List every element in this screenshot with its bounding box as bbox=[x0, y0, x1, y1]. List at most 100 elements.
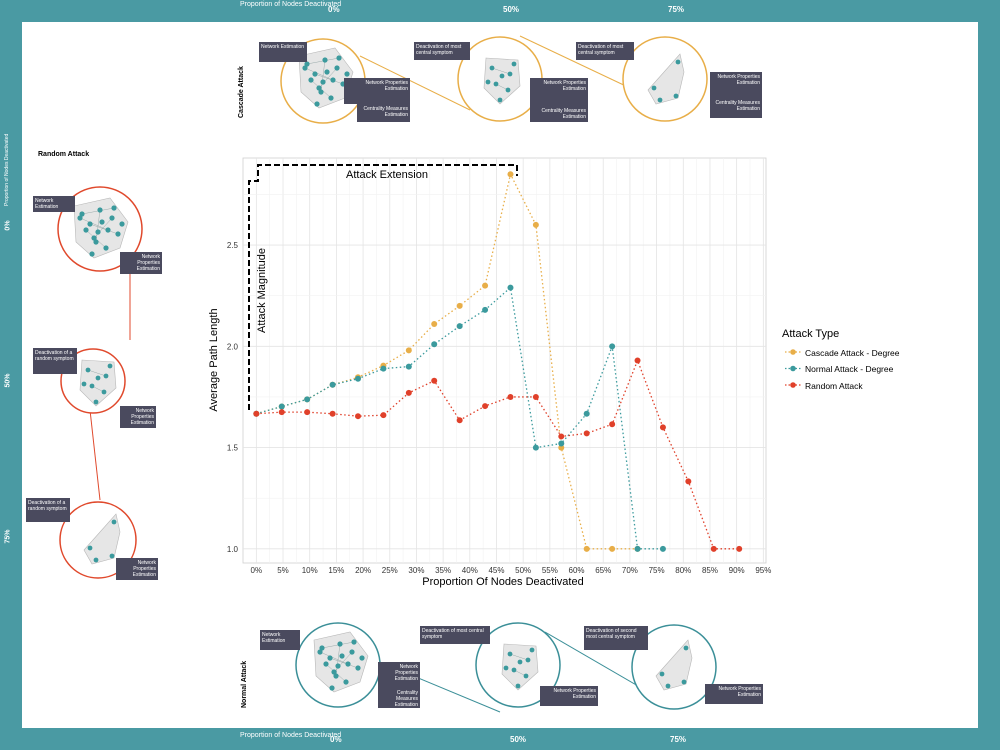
attack-annotations bbox=[248, 164, 518, 410]
x-tick-label: 0% bbox=[251, 566, 263, 575]
legend-label-normal: Normal Attack - Degree bbox=[805, 364, 894, 374]
series-1-point bbox=[278, 403, 285, 410]
random-tag-network-estimation: Network Estimation bbox=[35, 198, 59, 210]
series-1-point bbox=[634, 545, 641, 552]
series-2-point bbox=[456, 417, 463, 424]
cascade-tag-properties-2: Network Properties Estimation bbox=[543, 80, 586, 92]
x-axis-label: Proportion Of Nodes Deactivated bbox=[422, 576, 583, 588]
series-1-point bbox=[583, 410, 590, 417]
attack-extension-label: Attack Extension bbox=[346, 169, 428, 181]
series-layer bbox=[253, 171, 743, 552]
normal-tag-properties-3: Network Properties Estimation bbox=[718, 686, 761, 698]
series-0-point bbox=[507, 171, 514, 178]
bottom-bar-tick-0: 0% bbox=[330, 735, 342, 744]
series-1-point bbox=[304, 396, 311, 403]
series-2-point bbox=[482, 403, 489, 410]
legend-key-point-2 bbox=[790, 382, 796, 388]
legend-title: Attack Type bbox=[782, 328, 839, 340]
top-bar-label: Proportion of Nodes Deactivated bbox=[240, 1, 342, 8]
top-bar-tick-1: 50% bbox=[503, 5, 520, 14]
x-tick-label: 75% bbox=[649, 566, 665, 575]
normal-tag-centrality-1: Centrality Measures Estimation bbox=[394, 690, 418, 708]
cascade-tag-deactivation-1: Deactivation of most central symptom bbox=[416, 44, 462, 56]
x-tick-label: 25% bbox=[382, 566, 398, 575]
series-2-point bbox=[329, 410, 336, 417]
series-2-point bbox=[736, 545, 743, 552]
x-tick-label: 95% bbox=[755, 566, 771, 575]
x-tick-label: 5% bbox=[277, 566, 289, 575]
random-tag-deactivation-1: Deactivation of a random symptom bbox=[35, 350, 74, 362]
series-2-point bbox=[685, 478, 692, 485]
random-tag-properties-1: Network Properties Estimation bbox=[136, 254, 160, 272]
x-tick-label: 10% bbox=[302, 566, 318, 575]
random-tag-properties-2: Network Properties Estimation bbox=[130, 408, 154, 426]
y-axis-label: Average Path Length bbox=[208, 308, 220, 411]
series-2-point bbox=[304, 409, 311, 416]
x-tick-label: 45% bbox=[488, 566, 504, 575]
x-tick-label: 85% bbox=[702, 566, 718, 575]
series-1-point bbox=[405, 363, 412, 370]
bottom-bar-tick-1: 50% bbox=[510, 735, 527, 744]
x-tick-label: 30% bbox=[408, 566, 424, 575]
x-tick-label: 35% bbox=[435, 566, 451, 575]
x-tick-label: 50% bbox=[515, 566, 531, 575]
legend-label-random: Random Attack bbox=[805, 381, 863, 391]
top-bar-tick-0: 0% bbox=[328, 5, 340, 14]
random-panel bbox=[26, 186, 162, 580]
cascade-tag-properties-1: Network Properties Estimation bbox=[365, 80, 408, 92]
cascade-tag-properties-3: Network Properties Estimation bbox=[717, 74, 760, 86]
series-2-point bbox=[634, 357, 641, 364]
series-0-point bbox=[405, 347, 412, 354]
legend-label-cascade: Cascade Attack - Degree bbox=[805, 348, 900, 358]
normal-tag-deactivation-2: Deactivation of second most central symp… bbox=[586, 628, 637, 640]
series-1-point bbox=[659, 545, 666, 552]
normal-tag-deactivation-1: Deactivation of most central symptom bbox=[422, 628, 484, 640]
plot-panel bbox=[242, 157, 767, 564]
series-1-point bbox=[558, 440, 565, 447]
cascade-panel bbox=[259, 35, 762, 124]
series-2-point bbox=[609, 421, 616, 428]
series-2-point bbox=[583, 430, 590, 437]
plot-grid bbox=[243, 158, 766, 563]
normal-tag-network-estimation: Network Estimation bbox=[262, 632, 286, 644]
series-1-point bbox=[431, 341, 438, 348]
x-tick-label: 80% bbox=[675, 566, 691, 575]
random-tag-properties-3: Network Properties Estimation bbox=[132, 560, 156, 578]
x-tick-label: 20% bbox=[355, 566, 371, 575]
y-tick-label: 1.0 bbox=[227, 545, 239, 554]
y-tick-label: 2.0 bbox=[227, 342, 239, 351]
attack-magnitude-label: Attack Magnitude bbox=[256, 248, 268, 333]
series-0-point bbox=[583, 545, 590, 552]
series-1-point bbox=[507, 284, 514, 291]
cascade-tag-centrality-3: Centrality Measures Estimation bbox=[715, 100, 760, 112]
normal-tag-properties-2: Network Properties Estimation bbox=[553, 688, 596, 700]
y-tick-label: 1.5 bbox=[227, 444, 239, 453]
cascade-tag-centrality-2: Centrality Measures Estimation bbox=[541, 108, 586, 120]
series-0-point bbox=[609, 545, 616, 552]
x-tick-label: 55% bbox=[542, 566, 558, 575]
cascade-tag-centrality-1: Centrality Measures Estimation bbox=[363, 106, 408, 118]
series-2-point bbox=[405, 389, 412, 396]
normal-panel bbox=[260, 622, 763, 713]
series-2-point bbox=[431, 377, 438, 384]
series-2-point bbox=[710, 545, 717, 552]
series-line-2 bbox=[256, 358, 740, 550]
series-2-point bbox=[380, 412, 387, 419]
series-1-point bbox=[355, 375, 362, 382]
top-bar-tick-2: 75% bbox=[668, 5, 685, 14]
x-tick-label: 60% bbox=[569, 566, 585, 575]
random-tag-deactivation-2: Deactivation of a random symptom bbox=[28, 500, 67, 512]
series-1-point bbox=[609, 343, 616, 350]
series-2-point bbox=[355, 413, 362, 420]
bottom-bar-tick-2: 75% bbox=[670, 735, 687, 744]
x-tick-label: 15% bbox=[328, 566, 344, 575]
series-1-point bbox=[482, 306, 489, 313]
series-1-point bbox=[329, 381, 336, 388]
series-0-point bbox=[532, 221, 539, 228]
axis-ticks: 0% 5% 10% 15% 20% 25% 30% 35% 40% 45% 50% 55% 60% 65%… bbox=[227, 241, 771, 575]
series-line-1 bbox=[256, 286, 663, 550]
normal-panel-title: Normal Attack bbox=[241, 661, 248, 708]
x-tick-label: 40% bbox=[462, 566, 478, 575]
series-0-point bbox=[456, 302, 463, 309]
